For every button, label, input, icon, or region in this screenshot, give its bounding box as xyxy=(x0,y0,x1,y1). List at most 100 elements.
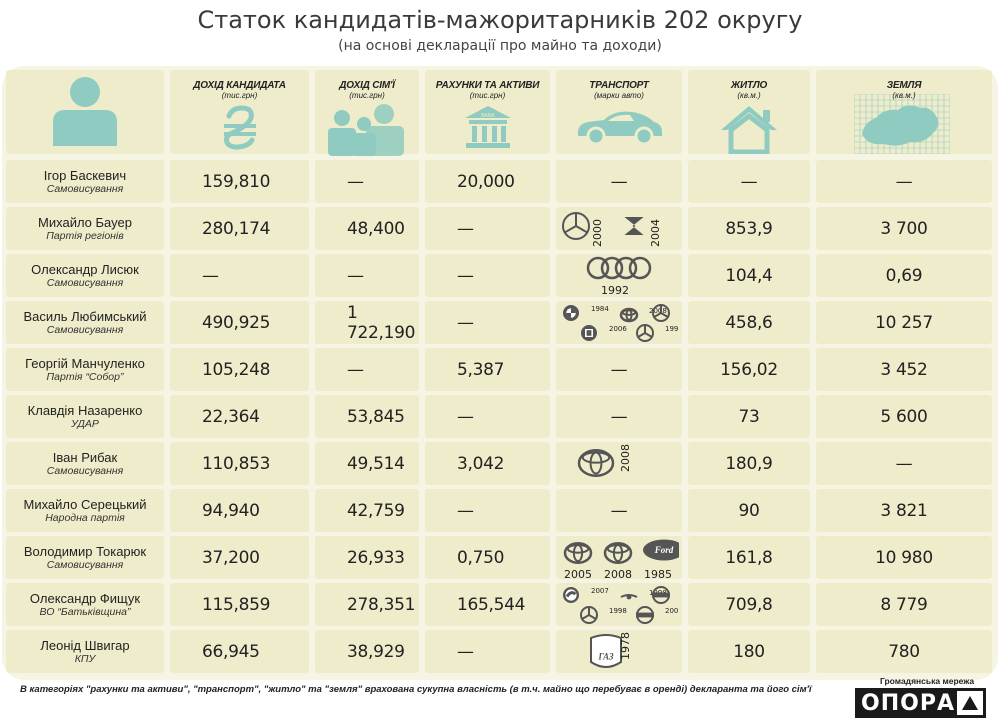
accounts-value: — xyxy=(457,406,474,427)
family-cell: 48,400 xyxy=(315,207,419,250)
column-header-label: ЗЕМЛЯ xyxy=(886,80,922,91)
family-cell: 26,933 xyxy=(315,536,419,579)
chrysler-logo-icon xyxy=(620,593,638,599)
income-cell: 490,925 xyxy=(170,301,309,344)
transport-cell: — xyxy=(556,348,682,391)
candidate-name: Георгій Манчуленко xyxy=(25,356,145,371)
family-value: 26,933 xyxy=(347,547,405,568)
accounts-value: 20,000 xyxy=(457,171,515,192)
car-icon xyxy=(574,104,664,151)
car-year: 2008 xyxy=(604,568,632,580)
candidate-cell: Михайло Бауер Партія регіонів xyxy=(6,207,164,250)
family-cell: — xyxy=(315,348,419,391)
header-photo-cell xyxy=(6,70,164,154)
accounts-cell: — xyxy=(425,254,550,297)
column-header-label: РАХУНКИ ТА АКТИВИ xyxy=(435,80,540,91)
family-cell: 1 722,190 xyxy=(315,301,419,344)
housing-value: 709,8 xyxy=(725,594,773,615)
housing-cell: 104,4 xyxy=(688,254,810,297)
ford-logo-icon: Ford xyxy=(643,539,679,560)
income-cell: — xyxy=(170,254,309,297)
income-value: 94,940 xyxy=(202,500,260,521)
candidate-name: Клавдія Назаренко xyxy=(27,403,143,418)
car-logos: 2008 xyxy=(559,442,679,486)
housing-value: — xyxy=(740,171,758,192)
family-cell: 49,514 xyxy=(315,442,419,485)
nissan-logo-icon xyxy=(636,605,654,624)
family-value: 38,929 xyxy=(347,641,405,662)
candidate-cell: Олександр Лисюк Самовисування xyxy=(6,254,164,297)
accounts-cell: 165,544 xyxy=(425,583,550,626)
candidate-cell: Василь Любимський Самовисування xyxy=(6,301,164,344)
land-cell: — xyxy=(816,160,992,203)
transport-cell: — xyxy=(556,395,682,438)
land-cell: 0,69 xyxy=(816,254,992,297)
toyota-logo-icon xyxy=(603,541,633,564)
income-cell: 94,940 xyxy=(170,489,309,532)
income-cell: 22,364 xyxy=(170,395,309,438)
income-value: 280,174 xyxy=(202,218,271,239)
accounts-cell: 5,387 xyxy=(425,348,550,391)
accounts-cell: — xyxy=(425,301,550,344)
column-header-unit: (кв.м.) xyxy=(737,91,761,100)
housing-cell: 458,6 xyxy=(688,301,810,344)
family-value: — xyxy=(347,359,364,380)
accounts-cell: 3,042 xyxy=(425,442,550,485)
car-year: 2008 xyxy=(649,307,667,315)
housing-value: 156,02 xyxy=(720,359,778,380)
car-logos: ГАЗ 1978 xyxy=(559,630,679,674)
car-year: 1992 xyxy=(601,284,629,297)
car-year: 1998 xyxy=(609,607,627,615)
column-header-1: ДОХІД КАНДИДАТА (тис.грн) xyxy=(170,70,309,154)
candidate-party: Партія регіонів xyxy=(46,230,124,242)
income-cell: 115,859 xyxy=(170,583,309,626)
candidate-name: Олександр Лисюк xyxy=(31,262,139,277)
income-value: 37,200 xyxy=(202,547,260,568)
land-cell: 780 xyxy=(816,630,992,673)
housing-cell: 709,8 xyxy=(688,583,810,626)
column-header-2: ДОХІД СІМ'Ї (тис.грн) xyxy=(315,70,419,156)
toyota-logo-icon xyxy=(563,541,593,564)
family-cell: 278,351 xyxy=(315,583,419,626)
housing-cell: 180,9 xyxy=(688,442,810,485)
accounts-value: — xyxy=(457,312,474,333)
column-header-unit: (кв.м.) xyxy=(892,91,916,100)
family-cell: — xyxy=(315,254,419,297)
car-logos-svg: 2008 xyxy=(577,444,632,477)
fiat-logo-icon xyxy=(581,324,597,341)
car-logos: 2000 2004 xyxy=(559,207,679,251)
housing-cell: 180 xyxy=(688,630,810,673)
column-header-label: ЖИТЛО xyxy=(730,80,768,91)
housing-value: 180,9 xyxy=(725,453,773,474)
income-cell: 110,853 xyxy=(170,442,309,485)
car-year: 2004 xyxy=(649,219,662,247)
housing-cell: — xyxy=(688,160,810,203)
car-logos-svg: 2000 2004 xyxy=(562,211,662,247)
car-logos-svg: 1992 xyxy=(586,256,652,297)
land-cell: 8 779 xyxy=(816,583,992,626)
family-value: — xyxy=(347,265,364,286)
toyota-logo-icon xyxy=(619,307,639,322)
transport-cell: — xyxy=(556,489,682,532)
column-header-4: ТРАНСПОРТ (марки авто) xyxy=(556,70,682,154)
car-logos-svg: 2007 1998 2007 1998 2007 xyxy=(563,585,679,624)
candidate-name: Михайло Бауер xyxy=(38,215,132,230)
family-cell: 53,845 xyxy=(315,395,419,438)
income-cell: 37,200 xyxy=(170,536,309,579)
land-cell: 3 452 xyxy=(816,348,992,391)
land-cell: 3 821 xyxy=(816,489,992,532)
land-value: 3 821 xyxy=(880,500,928,521)
candidate-party: Самовисування xyxy=(46,277,124,289)
column-header-unit: (тис.грн) xyxy=(469,91,506,100)
car-year: 2007 xyxy=(665,607,679,615)
family-value: 278,351 xyxy=(347,594,416,615)
candidate-party: КПУ xyxy=(74,653,96,665)
transport-cell: 2000 2004 xyxy=(556,207,682,250)
family-icon xyxy=(322,104,412,161)
accounts-value: 3,042 xyxy=(457,453,505,474)
candidate-cell: Георгій Манчуленко Партія “Собор” xyxy=(6,348,164,391)
car-year: 2006 xyxy=(609,325,627,333)
land-value: 8 779 xyxy=(880,594,928,615)
candidate-cell: Іван Рибак Самовисування xyxy=(6,442,164,485)
land-value: 3 452 xyxy=(880,359,928,380)
